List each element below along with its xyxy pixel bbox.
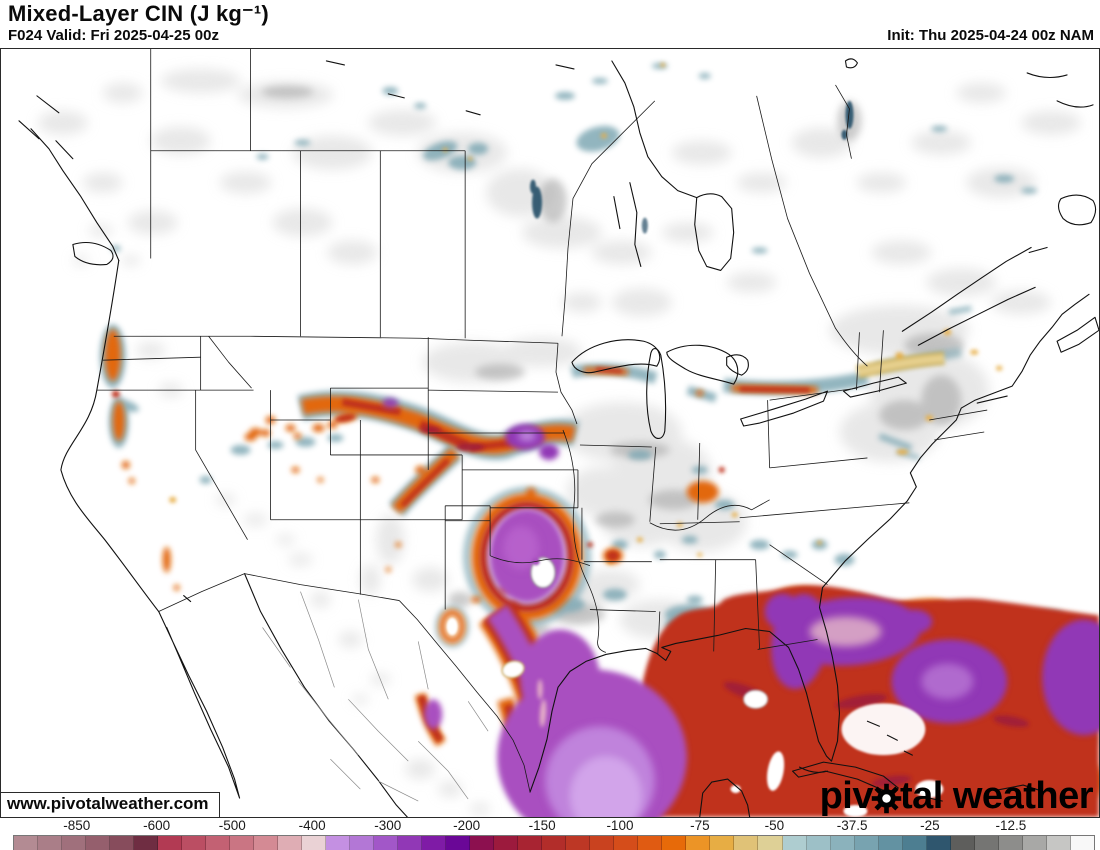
- colorbar-cell: [494, 836, 519, 850]
- header: Mixed-Layer CIN (J kg⁻¹) F024 Valid: Fri…: [0, 0, 1100, 48]
- colorbar-cell: [518, 836, 543, 850]
- map-pink-sliver-layer: [537, 679, 547, 728]
- forecast-valid-label: F024 Valid: Fri 2025-04-25 00z: [8, 27, 219, 44]
- colorbar-cell: [638, 836, 663, 850]
- map-white-holes-layer: [447, 556, 1029, 817]
- colorbar-cell: [1046, 836, 1071, 850]
- colorbar-area: -850 -600 -500 -400 -300 -200 -150 -100 -75 -50 -3…: [0, 818, 1100, 850]
- colorbar-tick: -50: [764, 818, 785, 833]
- colorbar-cell: [14, 836, 39, 850]
- colorbar-tick-labels: -850 -600 -500 -400 -300 -200 -150 -100 -75 -50 -3…: [0, 818, 1100, 834]
- colorbar-tick: -300: [374, 818, 402, 833]
- colorbar-cell: [254, 836, 279, 850]
- colorbar-cell: [878, 836, 903, 850]
- brand-logo: piv tal weather: [819, 775, 1094, 817]
- colorbar-tick: -75: [690, 818, 710, 833]
- colorbar-cell: [158, 836, 183, 850]
- colorbar-cell: [542, 836, 567, 850]
- colorbar-cell: [1022, 836, 1047, 850]
- colorbar-cell: [62, 836, 87, 850]
- colorbar-tick: -400: [298, 818, 326, 833]
- map-teal-cin-spots: [530, 100, 854, 234]
- colorbar-tick: -150: [528, 818, 556, 833]
- colorbar-cell: [686, 836, 711, 850]
- colorbar-cell: [806, 836, 831, 850]
- brand-text-right: tal weather: [899, 775, 1094, 817]
- colorbar-cell: [110, 836, 135, 850]
- colorbar-cell: [758, 836, 783, 850]
- colorbar-cell: [38, 836, 63, 850]
- map-coastlines: [18, 58, 1099, 817]
- colorbar-cell: [350, 836, 375, 850]
- colorbar-cell: [782, 836, 807, 850]
- colorbar-tick: -100: [606, 818, 634, 833]
- brand-text-left: piv: [819, 775, 874, 817]
- map-region[interactable]: www.pivotalweather.com piv: [0, 48, 1100, 818]
- colorbar-cell: [950, 836, 975, 850]
- colorbar-cell: [566, 836, 591, 850]
- map-state-borders: [96, 49, 988, 793]
- colorbar-cell: [662, 836, 687, 850]
- gear-icon: [871, 783, 902, 813]
- colorbar-tick: -600: [143, 818, 171, 833]
- colorbar-cell: [398, 836, 423, 850]
- colorbar-cell: [326, 836, 351, 850]
- colorbar-cell: [206, 836, 231, 850]
- colorbar-cell: [470, 836, 495, 850]
- colorbar-cell: [998, 836, 1023, 850]
- map-mexico-borders: [262, 591, 489, 802]
- colorbar-cell: [302, 836, 327, 850]
- colorbar-cell: [710, 836, 735, 850]
- map-lavender-core-layer: [503, 431, 974, 817]
- colorbar-cell: [446, 836, 471, 850]
- colorbar-cell: [614, 836, 639, 850]
- colorbar-cell: [902, 836, 927, 850]
- colorbar-cell: [926, 836, 951, 850]
- colorbar-tick: -500: [218, 818, 246, 833]
- colorbar-cell: [590, 836, 615, 850]
- colorbar: [13, 835, 1095, 850]
- colorbar-tick: -25: [920, 818, 940, 833]
- colorbar-tick: -37.5: [836, 818, 868, 833]
- colorbar-cell: [974, 836, 999, 850]
- colorbar-cell: [182, 836, 207, 850]
- cin-map-canvas: [18, 49, 1099, 817]
- watermark-url: www.pivotalweather.com: [1, 792, 220, 817]
- colorbar-cell: [1070, 836, 1094, 850]
- colorbar-cell: [278, 836, 303, 850]
- colorbar-cell: [422, 836, 447, 850]
- colorbar-cell: [230, 836, 255, 850]
- colorbar-cell: [86, 836, 111, 850]
- colorbar-tick: -12.5: [995, 818, 1027, 833]
- colorbar-cell: [134, 836, 159, 850]
- page-title: Mixed-Layer CIN (J kg⁻¹): [8, 1, 269, 26]
- colorbar-cell: [734, 836, 759, 850]
- colorbar-cell: [374, 836, 399, 850]
- colorbar-cell: [854, 836, 879, 850]
- model-init-label: Init: Thu 2025-04-24 00z NAM: [887, 27, 1094, 44]
- colorbar-tick: -200: [453, 818, 481, 833]
- colorbar-tick: -850: [63, 818, 91, 833]
- colorbar-cell: [830, 836, 855, 850]
